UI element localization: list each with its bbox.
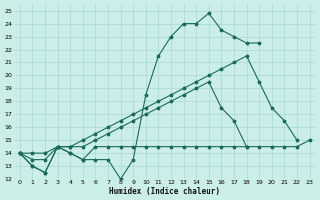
X-axis label: Humidex (Indice chaleur): Humidex (Indice chaleur) <box>109 187 220 196</box>
